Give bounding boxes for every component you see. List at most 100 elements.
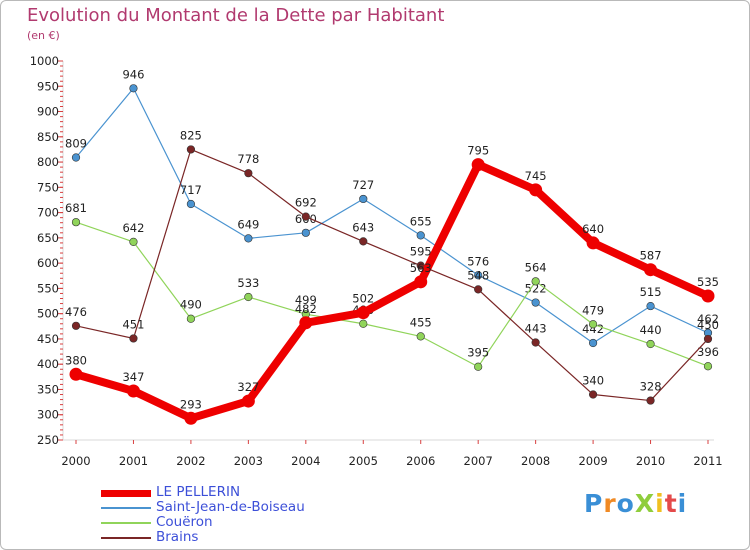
logo-letter: X (634, 489, 656, 518)
data-point (471, 158, 485, 172)
data-label: 328 (640, 380, 662, 394)
data-point (646, 301, 655, 311)
data-point (301, 228, 310, 237)
data-label: 727 (352, 178, 374, 192)
x-tick-label: 2002 (176, 454, 205, 468)
data-label: 462 (697, 312, 719, 326)
data-label: 548 (467, 268, 489, 282)
data-point (71, 218, 81, 227)
data-label: 642 (122, 221, 144, 235)
data-point (186, 199, 196, 209)
data-label: 450 (697, 318, 719, 332)
data-label: 479 (582, 303, 604, 317)
data-point (701, 289, 715, 303)
data-point (299, 316, 313, 330)
data-label: 347 (122, 370, 144, 384)
data-label: 440 (640, 323, 662, 337)
y-tick-label: 850 (37, 130, 59, 144)
y-tick-label: 300 (37, 408, 59, 422)
data-label: 643 (352, 220, 374, 234)
legend-swatch (101, 507, 151, 509)
data-point (586, 236, 600, 250)
data-point (69, 367, 83, 381)
data-label: 595 (410, 245, 432, 259)
data-label: 395 (467, 346, 489, 360)
data-point (531, 277, 540, 286)
data-label: 576 (467, 254, 489, 268)
y-tick-label: 400 (37, 357, 59, 371)
data-label: 745 (525, 169, 547, 183)
data-point (244, 292, 253, 302)
logo-letter: o (616, 489, 635, 518)
data-point (703, 362, 713, 371)
data-label: 380 (65, 353, 87, 367)
y-tick-label: 800 (37, 155, 59, 169)
y-tick-label: 550 (37, 281, 59, 295)
data-label: 795 (467, 144, 489, 158)
series-cou-ron: 681642490533499480455395564479440396 (65, 201, 719, 371)
data-point (646, 339, 655, 349)
legend-label: LE PELLERIN (156, 484, 241, 500)
x-tick-label: 2001 (119, 454, 148, 468)
data-label: 640 (582, 222, 604, 236)
data-label: 327 (237, 380, 259, 394)
x-tick-label: 2010 (636, 454, 665, 468)
data-point (129, 84, 138, 93)
x-tick-label: 2003 (234, 454, 263, 468)
data-point (359, 194, 368, 204)
y-tick-label: 750 (37, 180, 59, 194)
logo-letter: t (664, 489, 678, 518)
proxiti-logo: ProXiti (584, 489, 687, 518)
data-label: 502 (352, 292, 374, 306)
data-point (416, 332, 425, 341)
data-point (184, 411, 198, 425)
data-point (588, 338, 598, 348)
data-label: 396 (697, 345, 719, 359)
data-point (588, 320, 598, 329)
data-point (244, 234, 253, 243)
data-label: 649 (237, 217, 259, 231)
y-tick-label: 450 (37, 332, 59, 346)
data-label: 515 (640, 285, 662, 299)
data-label: 476 (65, 305, 87, 319)
y-tick-label: 900 (37, 105, 59, 119)
chart-subtitle: (en €) (27, 29, 60, 42)
y-tick-label: 700 (37, 206, 59, 220)
logo-letter: P (584, 489, 604, 518)
data-label: 443 (525, 321, 547, 335)
data-label: 809 (65, 137, 87, 151)
data-label: 490 (180, 298, 202, 312)
logo-letter: r (603, 489, 617, 518)
y-tick-label: 500 (37, 307, 59, 321)
data-point (474, 285, 483, 294)
x-tick-label: 2009 (578, 454, 607, 468)
data-point (244, 169, 253, 178)
data-label: 293 (180, 397, 202, 411)
y-tick-label: 1000 (30, 54, 59, 68)
data-point (644, 263, 658, 277)
logo-letter: i (655, 489, 665, 518)
data-point (416, 231, 425, 240)
data-label: 563 (410, 261, 432, 275)
series-brains: 476 451 825 778 692 643 595 548 443 340 328 450 (65, 128, 719, 405)
y-tick-label: 950 (37, 79, 59, 93)
data-point (646, 396, 655, 405)
data-label: 340 (582, 374, 604, 388)
x-tick-label: 2004 (291, 454, 320, 468)
y-tick-label: 600 (37, 256, 59, 270)
series-line (75, 148, 709, 402)
legend-swatch (101, 537, 151, 539)
legend-swatch (101, 489, 151, 497)
data-label: 778 (237, 152, 259, 166)
data-label: 946 (122, 67, 144, 81)
data-point (186, 314, 196, 323)
series-saint-jean-de-boiseau: 809946717649660727655576522442515462 (65, 67, 719, 348)
x-tick-label: 2007 (464, 454, 493, 468)
data-label: 482 (295, 302, 317, 316)
data-point (359, 319, 368, 328)
data-point (71, 153, 81, 162)
data-label: 587 (640, 249, 662, 263)
data-label: 535 (697, 275, 719, 289)
